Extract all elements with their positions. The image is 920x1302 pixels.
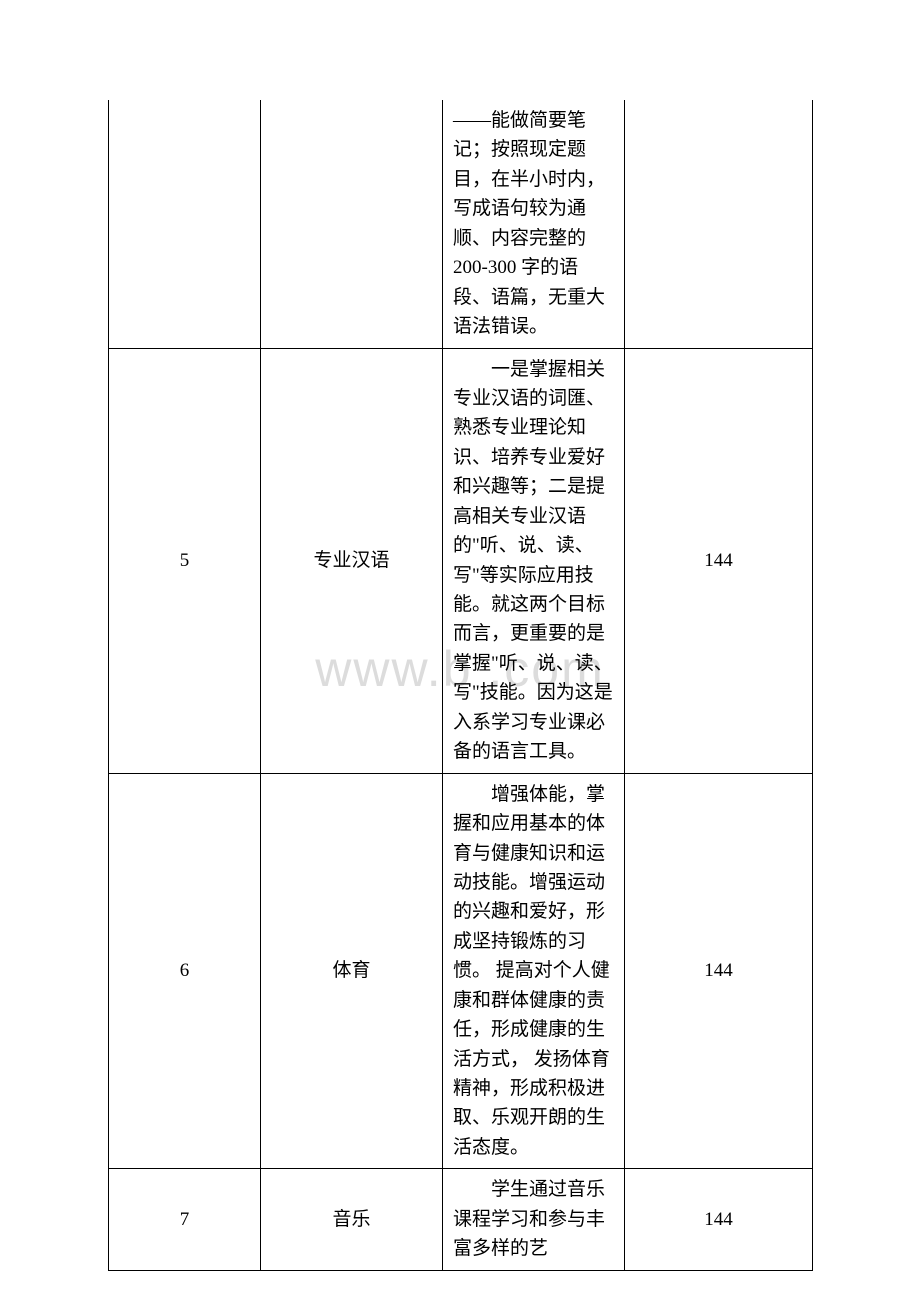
cell-course-name: [261, 100, 443, 348]
cell-hours: 144: [625, 1169, 813, 1270]
cell-number: 7: [109, 1169, 261, 1270]
table-row: 7音乐学生通过音乐课程学习和参与丰富多样的艺144: [109, 1169, 813, 1270]
cell-course-name: 专业汉语: [261, 348, 443, 773]
table-row: ——能做简要笔记；按照现定题目，在半小时内，写成语句较为通顺、内容完整的 200…: [109, 100, 813, 348]
table-row: 5专业汉语一是掌握相关专业汉语的词匯、熟悉专业理论知识、培养专业爱好和兴趣等；二…: [109, 348, 813, 773]
cell-number: 6: [109, 773, 261, 1169]
cell-description: 增强体能，掌握和应用基本的体育与健康知识和运动技能。增强运动的兴趣和爱好，形成坚…: [443, 773, 625, 1169]
course-table: ——能做简要笔记；按照现定题目，在半小时内，写成语句较为通顺、内容完整的 200…: [108, 100, 813, 1271]
cell-number: 5: [109, 348, 261, 773]
cell-hours: [625, 100, 813, 348]
cell-hours: 144: [625, 348, 813, 773]
cell-course-name: 音乐: [261, 1169, 443, 1270]
cell-description: 学生通过音乐课程学习和参与丰富多样的艺: [443, 1169, 625, 1270]
cell-description: ——能做简要笔记；按照现定题目，在半小时内，写成语句较为通顺、内容完整的 200…: [443, 100, 625, 348]
cell-course-name: 体育: [261, 773, 443, 1169]
table-body: ——能做简要笔记；按照现定题目，在半小时内，写成语句较为通顺、内容完整的 200…: [109, 100, 813, 1270]
cell-hours: 144: [625, 773, 813, 1169]
table-row: 6体育增强体能，掌握和应用基本的体育与健康知识和运动技能。增强运动的兴趣和爱好，…: [109, 773, 813, 1169]
cell-description: 一是掌握相关专业汉语的词匯、熟悉专业理论知识、培养专业爱好和兴趣等；二是提高相关…: [443, 348, 625, 773]
cell-number: [109, 100, 261, 348]
